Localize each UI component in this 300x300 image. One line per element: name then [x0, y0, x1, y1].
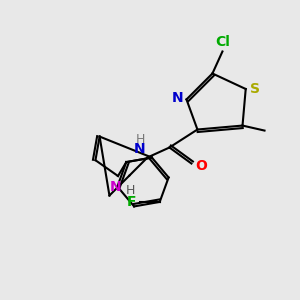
Text: N: N	[134, 142, 146, 155]
Text: N: N	[110, 180, 122, 194]
Text: O: O	[195, 158, 207, 172]
Text: N: N	[172, 92, 184, 105]
Text: F: F	[127, 195, 137, 209]
Text: H: H	[136, 133, 146, 146]
Text: Cl: Cl	[215, 35, 230, 50]
Text: H: H	[126, 184, 135, 197]
Text: S: S	[250, 82, 260, 96]
